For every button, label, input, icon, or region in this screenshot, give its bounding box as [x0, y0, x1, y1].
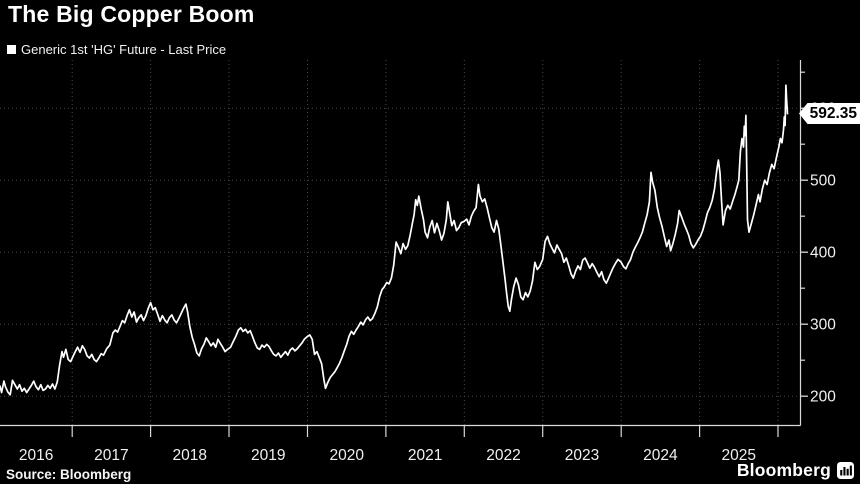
x-tick-label: 2017 [94, 447, 128, 464]
y-tick-label: 300 [810, 317, 836, 334]
x-tick-label: 2020 [329, 447, 364, 464]
x-tick-label: 2022 [486, 447, 520, 464]
y-tick-label: 400 [810, 245, 836, 262]
last-price-value: 592.35 [809, 104, 857, 122]
x-tick-label: 2024 [643, 447, 678, 464]
price-line [0, 84, 789, 396]
x-tick-label: 2025 [722, 447, 756, 464]
x-tick-label: 2016 [19, 447, 53, 464]
x-tick-label: 2018 [173, 447, 207, 464]
last-price-flag: 592.35 [799, 103, 860, 124]
source-note: Source: Bloomberg [6, 467, 132, 482]
legend-label: Generic 1st 'HG' Future - Last Price [21, 42, 227, 57]
bloomberg-terminal-icon [837, 462, 854, 479]
chart-title: The Big Copper Boom [8, 1, 255, 27]
x-axis: 2016 2017 2018 2019 2020 2021 2022 2023 2024 2025 [19, 425, 779, 464]
y-tick-label: 500 [810, 173, 836, 190]
legend-square-marker-icon [7, 45, 16, 54]
bloomberg-logo: Bloomberg [737, 460, 854, 481]
legend: Generic 1st 'HG' Future - Last Price [7, 42, 226, 57]
vertical-gridlines [71, 60, 779, 425]
y-tick-label: 200 [810, 389, 836, 406]
x-tick-label: 2021 [408, 447, 442, 464]
axis-frame [0, 60, 802, 427]
bloomberg-wordmark: Bloomberg [736, 460, 831, 480]
x-tick-label: 2023 [565, 447, 599, 464]
x-tick-label: 2019 [251, 447, 285, 464]
